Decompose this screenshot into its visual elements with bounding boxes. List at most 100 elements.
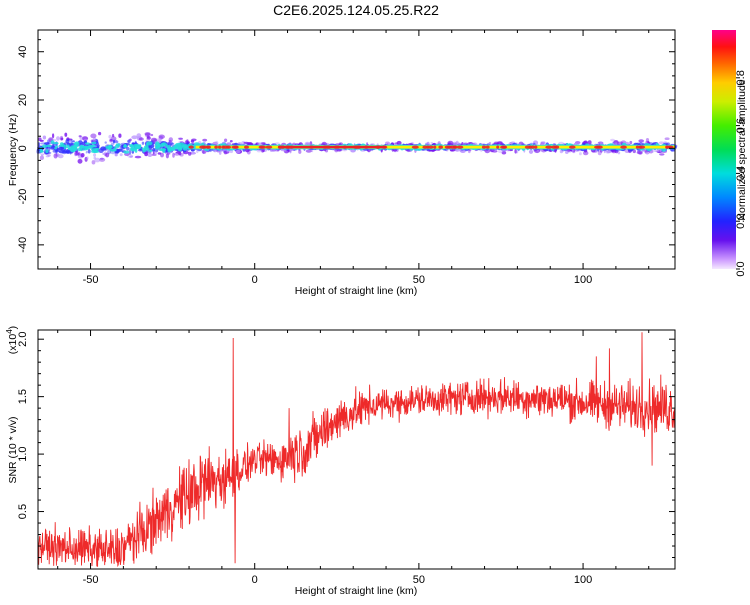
spectrogram-speckle: [72, 140, 75, 143]
spectrogram-y-tick-label: 40: [17, 46, 29, 58]
spectrogram-speckle: [149, 144, 154, 149]
spectrogram-peak: [433, 145, 437, 149]
spectrogram-speckle: [105, 152, 110, 158]
spectrogram-speckle: [170, 142, 175, 146]
spectrogram-y-tick-label: 0: [17, 145, 29, 151]
spectrogram-speckle: [131, 142, 135, 145]
spectrogram-speckle: [96, 144, 100, 148]
spectrogram-speckle: [144, 132, 151, 136]
spectrogram-speckle-mid: [173, 144, 180, 148]
spectrogram-speckle-mid: [50, 140, 55, 144]
spectrogram-speckle: [90, 133, 97, 139]
spectrogram-speckle: [92, 137, 97, 142]
spectrogram-speckle: [188, 151, 192, 156]
spectrogram-speckle-mid: [155, 141, 160, 145]
spectrogram-speckle: [659, 153, 665, 156]
spectrogram-speckle: [497, 149, 504, 154]
spectrogram-speckle: [53, 153, 58, 159]
spectrogram-speckle: [594, 149, 598, 153]
spectrogram-speckle: [46, 139, 50, 145]
spectrogram-speckle: [60, 137, 64, 141]
spectrogram-frame: [37, 29, 676, 270]
spectrogram-speckle-mid: [144, 147, 150, 151]
spectrogram-speckle: [587, 140, 592, 145]
spectrogram-speckle: [534, 148, 541, 154]
spectrogram-speckle: [202, 138, 208, 142]
snr-multiplier-exponent: 4: [5, 329, 14, 334]
spectrogram-y-tick-label: -40: [17, 237, 29, 253]
spectrogram-speckle: [64, 132, 68, 137]
colorbar-tick-label: 0.8: [735, 70, 747, 85]
spectrogram-x-tick-label: 100: [574, 274, 592, 286]
spectrogram-speckle-mid: [42, 144, 47, 149]
spectrogram-speckle: [144, 151, 149, 157]
spectrogram-speckle: [52, 133, 55, 139]
spectrogram-speckle-mid: [46, 144, 52, 148]
spectrogram-peak: [438, 145, 444, 149]
colorbar-tick-label: 0.6: [735, 118, 747, 133]
spectrogram-speckle: [575, 141, 580, 145]
spectrogram-speckle-mid: [54, 145, 59, 148]
spectrogram-peak: [528, 145, 533, 149]
spectrogram-speckle: [116, 148, 121, 152]
spectrogram-x-ticks: -50 0 50 100: [57, 30, 650, 286]
spectrogram-y-tick-label: 20: [17, 94, 29, 106]
colorbar-label: Normalized spectral amplitude: [736, 79, 748, 220]
spectrogram-peak: [422, 145, 428, 149]
snr-x-ticks: -50 0 50 100: [57, 330, 650, 586]
spectrogram-speckle: [597, 150, 602, 156]
snr-x-tick-label: -50: [83, 574, 99, 586]
spectrogram-speckle-mid: [108, 144, 112, 150]
snr-y-tick-label: 0.5: [17, 504, 29, 519]
spectrogram-speckle: [178, 137, 183, 140]
spectrogram-speckle: [579, 152, 582, 156]
spectrogram-speckle: [126, 146, 130, 151]
spectrogram-speckle-mid: [114, 144, 120, 149]
spectrogram-speckle: [75, 151, 81, 156]
spectrogram-speckle: [489, 149, 495, 152]
snr-panel: -50 0 50 100 0.5 1.0 1.5 2.0 Height of straigh…: [5, 326, 676, 597]
spectrogram-speckle: [39, 139, 44, 142]
spectrogram-speckle: [61, 150, 67, 155]
spectrogram-speckle: [289, 148, 292, 154]
spectrogram-peak: [381, 145, 388, 149]
spectrogram-peak: [375, 145, 381, 149]
spectrogram-speckle: [583, 150, 589, 156]
spectrogram-speckle: [134, 155, 142, 159]
spectrogram-speckle-mid: [90, 144, 97, 148]
spectrogram-y-axis-label: Frequency (Hz): [7, 114, 19, 186]
spectrogram-speckle: [156, 137, 162, 142]
spectrogram-speckle-mid: [123, 143, 127, 148]
spectrogram-speckle: [235, 149, 241, 154]
spectrogram-speckle: [74, 152, 77, 157]
spectrogram-peak: [531, 145, 535, 149]
spectrogram-peak: [244, 145, 249, 149]
spectrogram-core-red: [281, 145, 387, 149]
spectrogram-speckle: [54, 149, 60, 152]
spectrogram-speckle-mid: [148, 149, 153, 152]
spectrogram-speckle: [84, 156, 88, 162]
spectrogram-peak: [456, 145, 464, 149]
spectrogram-peak: [214, 145, 218, 149]
spectrogram-speckle-mid: [178, 146, 182, 150]
spectrogram-peak: [453, 145, 458, 149]
spectrogram-speckle: [324, 149, 329, 153]
spectrogram-speckle-mid: [91, 148, 98, 152]
spectrogram-speckle-mid: [655, 143, 659, 146]
spectrogram-peak: [322, 145, 329, 149]
spectrogram-speckle: [129, 138, 132, 142]
spectrogram-speckle-mid: [53, 142, 59, 145]
snr-multiplier-label: (x104): [5, 326, 19, 354]
snr-frame: [37, 329, 676, 570]
spectrogram-speckle: [229, 140, 233, 143]
spectrogram-speckle-mid: [82, 148, 88, 151]
spectrogram-speckle: [160, 152, 164, 158]
spectrogram-speckle: [94, 157, 101, 163]
spectrogram-speckle: [213, 150, 217, 153]
spectrogram-speckle-mid: [58, 144, 64, 147]
spectrogram-peak: [353, 145, 361, 149]
spectrogram-speckle-mid: [113, 147, 117, 152]
spectrogram-speckle: [150, 137, 158, 142]
spectrogram-speckle: [147, 153, 153, 157]
spectrogram-speckle: [632, 149, 636, 154]
